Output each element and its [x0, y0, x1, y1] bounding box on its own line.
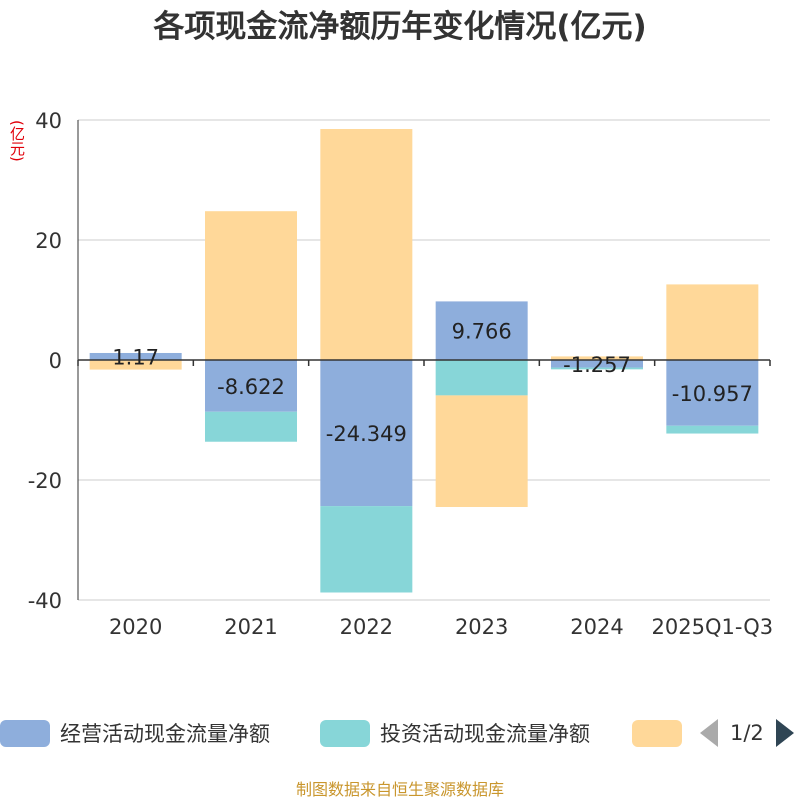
bar-operating: [551, 360, 643, 368]
bar-financing: [435, 395, 528, 507]
bar-financing: [666, 284, 759, 360]
bar-financing: [89, 360, 182, 370]
bar-operating: [205, 360, 297, 412]
data-label: 1.17: [112, 345, 159, 369]
legend-item-investing[interactable]: 投资活动现金流量净额: [320, 716, 590, 750]
y-tick-label: -20: [28, 469, 62, 493]
bar-financing: [551, 356, 643, 360]
bar-operating: [320, 360, 413, 507]
bar-operating: [666, 360, 759, 426]
chart-canvas: 40 20 0 -20 -40 1.17 -8.622 -24.349 9.766 -1.257 -…: [28, 109, 774, 639]
x-tick-label: 2020: [109, 615, 162, 639]
bar-investing: [205, 411, 297, 442]
y-tick-label: 40: [35, 109, 62, 133]
bar-investing: [551, 367, 643, 370]
y-tick-label: 0: [49, 349, 62, 373]
bar-investing: [435, 360, 528, 396]
data-label: -10.957: [672, 382, 753, 406]
y-tick-label: 20: [35, 229, 62, 253]
data-label: 9.766: [452, 320, 512, 344]
legend-swatch-operating: [0, 719, 50, 747]
bar-financing: [205, 211, 297, 360]
legend-swatch-investing: [320, 719, 370, 747]
legend-label-investing: 投资活动现金流量净额: [380, 722, 590, 746]
data-source-footer: 制图数据来自恒生聚源数据库: [295, 780, 504, 799]
bar-investing: [666, 425, 759, 434]
bar-operating: [89, 352, 182, 360]
x-tick-label: 2024: [570, 615, 623, 639]
x-tick-label: 2022: [340, 615, 393, 639]
data-label: -1.257: [563, 353, 631, 377]
legend-page-indicator: 1/2: [730, 721, 764, 745]
data-label: -8.622: [217, 375, 285, 399]
x-tick-label: 2021: [224, 615, 277, 639]
legend-prev-icon[interactable]: [700, 719, 718, 747]
y-tick-label: -40: [28, 589, 62, 613]
x-tick-label: 2025Q1-Q3: [652, 615, 774, 639]
y-axis-unit: (亿元): [8, 120, 26, 162]
legend-item-financing[interactable]: [632, 716, 682, 750]
legend-swatch-financing: [632, 719, 682, 747]
bar-financing: [320, 129, 413, 360]
bar-operating: [435, 301, 528, 360]
chart-title: 各项现金流净额历年变化情况(亿元): [153, 9, 647, 45]
legend-item-operating[interactable]: 经营活动现金流量净额: [0, 716, 270, 750]
x-tick-label: 2023: [455, 615, 508, 639]
legend-pager: 1/2: [700, 716, 794, 750]
data-label: -24.349: [326, 422, 407, 446]
bar-investing: [320, 506, 413, 593]
legend-next-icon[interactable]: [775, 719, 794, 747]
legend-label-operating: 经营活动现金流量净额: [60, 722, 270, 746]
